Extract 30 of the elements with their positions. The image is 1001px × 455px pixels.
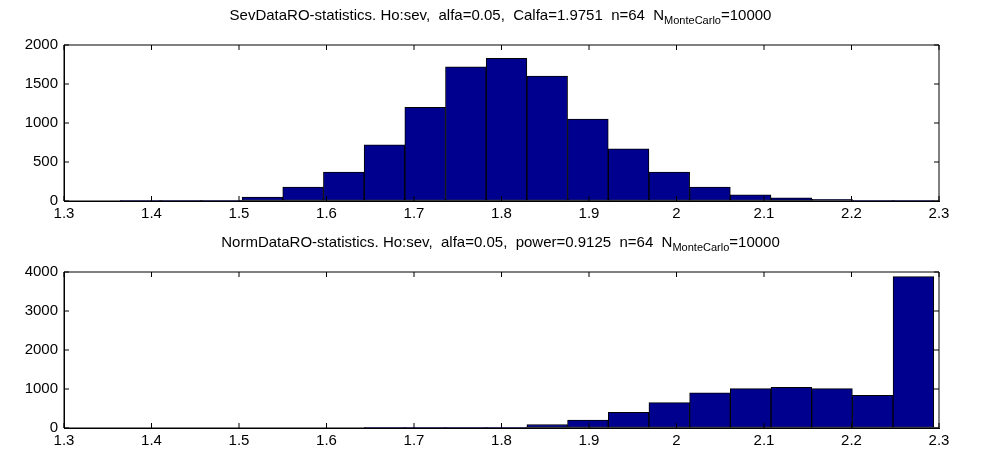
x-tick-label: 2.3	[928, 204, 950, 222]
x-tick-label: 2.2	[841, 431, 862, 449]
x-tick-label: 1.5	[228, 204, 250, 222]
x-tick-label: 2	[672, 431, 681, 449]
x-tick-label: 2.1	[753, 204, 775, 222]
x-tick-label: 1.9	[578, 204, 600, 222]
x-tick-label: 1.5	[228, 431, 250, 449]
y-tick-label: 1000	[24, 379, 58, 397]
x-tick-label: 1.7	[403, 204, 425, 222]
x-tick-label: 1.6	[316, 204, 337, 222]
x-tick-label: 1.8	[491, 431, 512, 449]
chart-title: NormDataRO-statistics. Ho:sev, alfa=0.05, power=0.9125 n=64 N$_{MonteCarlo}$=10000	[220, 233, 781, 253]
y-tick-label: 4000	[24, 262, 58, 280]
y-tick-label: 1500	[24, 74, 58, 92]
x-tick-label: 1.6	[316, 431, 337, 449]
x-tick-label: 1.9	[578, 431, 600, 449]
x-tick-label: 2.1	[753, 431, 775, 449]
y-tick-label: 2000	[24, 35, 58, 53]
x-tick-label: 1.4	[141, 431, 162, 449]
x-tick-label: 1.7	[403, 431, 425, 449]
y-tick-label: 500	[32, 152, 58, 170]
x-tick-label: 2.3	[928, 431, 950, 449]
y-tick-label: 2000	[24, 340, 58, 358]
y-tick-label: 1000	[24, 113, 58, 131]
chart-title: SevDataRO-statistics. Ho:sev, alfa=0.05, Calfa=1.9751 n=64 N$_{MonteCarlo}$=10000	[228, 6, 773, 26]
x-tick-label: 2.2	[841, 204, 862, 222]
x-tick-label: 2	[672, 204, 681, 222]
y-tick-label: 3000	[24, 301, 58, 319]
x-tick-label: 1.8	[491, 204, 512, 222]
x-tick-label: 1.4	[141, 204, 162, 222]
